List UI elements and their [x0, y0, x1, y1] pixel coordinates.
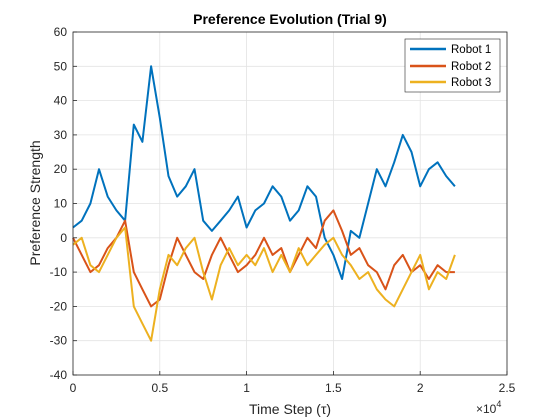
- y-tick-label: 20: [54, 162, 68, 176]
- x-exponent-label: ×104: [476, 399, 501, 416]
- series-line-robot-2: [72, 209, 455, 308]
- y-tick-label: 60: [54, 25, 68, 39]
- y-tick-label: -30: [50, 334, 68, 348]
- x-tick-label: 0: [70, 381, 77, 395]
- chart-title: Preference Evolution (Trial 9): [193, 11, 387, 27]
- x-tick-label: 0.5: [151, 381, 168, 395]
- series-line-robot-1: [72, 65, 456, 280]
- legend-label-robot-1: Robot 1: [451, 44, 491, 56]
- y-tick-label: 0: [60, 231, 67, 245]
- x-tick-label: 1: [243, 381, 250, 395]
- y-tick-label: 30: [54, 128, 68, 142]
- y-tick-label: -40: [50, 368, 68, 382]
- legend-label-robot-2: Robot 2: [451, 61, 491, 73]
- x-tick-label: 2.5: [499, 381, 516, 395]
- series-lines: [72, 65, 456, 342]
- legend-label-robot-3: Robot 3: [451, 77, 491, 89]
- y-tick-label: 10: [54, 197, 68, 211]
- x-tick-label: 1.5: [325, 381, 342, 395]
- x-tick-label: 2: [417, 381, 424, 395]
- y-axis-label: Preference Strength: [27, 140, 43, 265]
- legend: Robot 1 Robot 2 Robot 3: [404, 38, 501, 93]
- y-tick-label: -20: [50, 299, 68, 313]
- series-line-robot-3: [72, 226, 456, 342]
- y-axis-ticks: -40 -30 -20 -10 0 10 20 30 40 50 60: [50, 25, 77, 382]
- x-axis-ticks: 0 0.5 1 1.5 2 2.5: [70, 371, 516, 395]
- y-tick-label: 50: [54, 59, 68, 73]
- y-tick-label: -10: [50, 265, 68, 279]
- x-axis-label: Time Step (τ): [249, 401, 331, 417]
- y-tick-label: 40: [54, 94, 68, 108]
